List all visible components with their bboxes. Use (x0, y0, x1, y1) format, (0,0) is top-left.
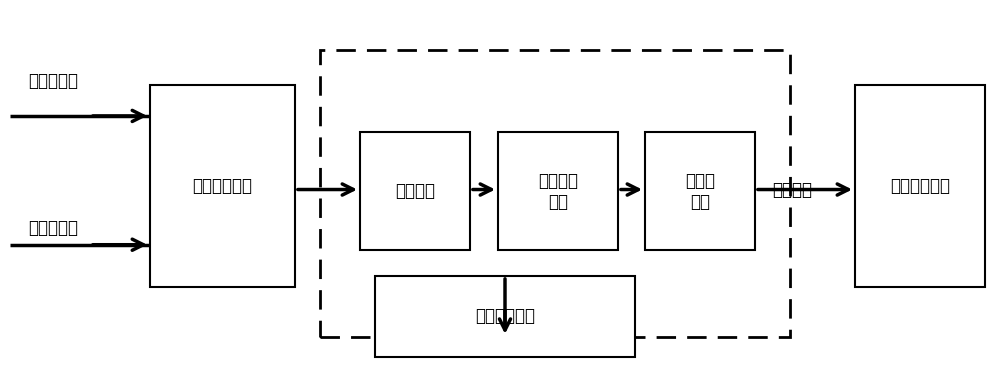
Text: 背景噪音流: 背景噪音流 (28, 219, 78, 237)
Text: 滤波器
设计: 滤波器 设计 (685, 172, 715, 211)
Text: 噪音估计: 噪音估计 (395, 183, 435, 200)
Bar (360, 132, 470, 250)
Text: 人机交互系统: 人机交互系统 (890, 177, 950, 195)
Text: 目标语音流: 目标语音流 (28, 72, 78, 90)
Bar (375, 276, 635, 357)
Text: 信号采集系统: 信号采集系统 (192, 177, 252, 195)
Bar (150, 85, 295, 287)
Text: 谐波结构
分析: 谐波结构 分析 (538, 172, 578, 211)
Bar (645, 132, 755, 250)
Text: 并行加速算法: 并行加速算法 (475, 308, 535, 325)
Bar (855, 85, 985, 287)
Bar (320, 50, 790, 337)
Text: 分离语音: 分离语音 (772, 181, 812, 198)
Bar (498, 132, 618, 250)
